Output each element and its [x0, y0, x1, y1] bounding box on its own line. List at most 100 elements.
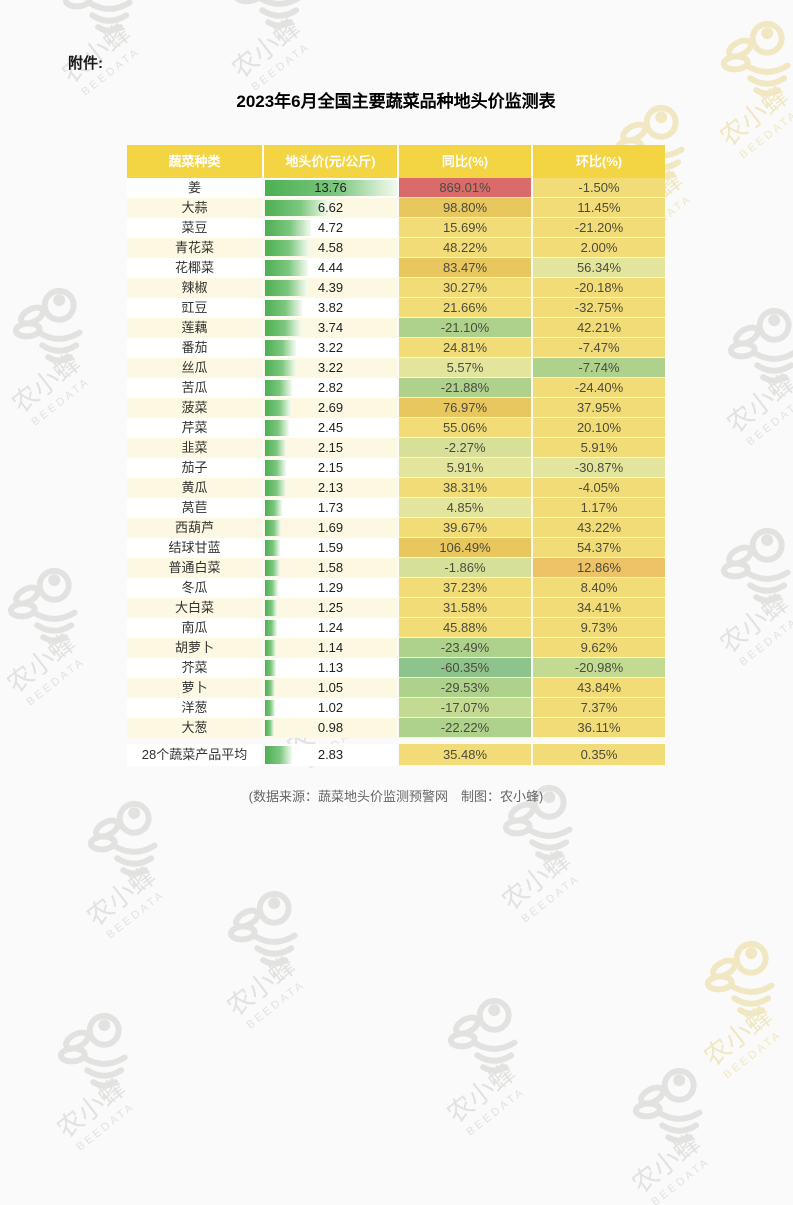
yoy-cell: -23.49% — [397, 638, 531, 658]
price-cell: 1.14 — [262, 638, 397, 658]
watermark-name: 农小蜂 — [714, 80, 793, 152]
watermark-name: 农小蜂 — [698, 1000, 778, 1072]
price-cell: 3.22 — [262, 338, 397, 358]
watermark-name: 农小蜂 — [496, 844, 576, 916]
price-cell: 3.22 — [262, 358, 397, 378]
price-cell: 4.44 — [262, 258, 397, 278]
vegetable-name-cell: 冬瓜 — [127, 578, 262, 598]
price-data-bar — [265, 520, 282, 536]
table-row: 大白菜 1.25 31.58% 34.41% — [127, 598, 665, 618]
mom-cell: 20.10% — [531, 418, 665, 438]
price-cell: 1.73 — [262, 498, 397, 518]
watermark-brand: BEEDATA — [29, 375, 92, 425]
table-row: 大蒜 6.62 98.80% 11.45% — [127, 198, 665, 218]
price-data-bar — [265, 680, 276, 696]
price-cell: 3.74 — [262, 318, 397, 338]
price-data-bar — [265, 320, 302, 336]
price-cell: 2.13 — [262, 478, 397, 498]
yoy-cell: -21.10% — [397, 318, 531, 338]
price-value: 4.39 — [317, 280, 344, 295]
price-data-bar — [265, 560, 281, 576]
vegetable-name-cell: 苦瓜 — [127, 378, 262, 398]
price-value: 1.24 — [317, 620, 344, 635]
watermark-brand: BEEDATA — [464, 1085, 527, 1135]
price-data-bar — [265, 400, 291, 416]
mom-cell: 9.73% — [531, 618, 665, 638]
yoy-cell: 55.06% — [397, 418, 531, 438]
price-value: 2.13 — [317, 480, 344, 495]
price-data-bar — [265, 480, 286, 496]
vegetable-name-cell: 南瓜 — [127, 618, 262, 638]
vegetable-name-cell: 大葱 — [127, 718, 262, 738]
mom-cell: 12.86% — [531, 558, 665, 578]
price-cell: 2.83 — [262, 744, 397, 766]
table-row: 洋葱 1.02 -17.07% 7.37% — [127, 698, 665, 718]
price-cell: 1.58 — [262, 558, 397, 578]
price-data-bar — [265, 500, 282, 516]
table-row: 普通白菜 1.58 -1.86% 12.86% — [127, 558, 665, 578]
price-data-bar — [265, 460, 286, 476]
watermark-name: 农小蜂 — [1, 627, 81, 699]
price-data-bar — [265, 220, 311, 236]
yoy-cell: 5.57% — [397, 358, 531, 378]
mom-cell: 11.45% — [531, 198, 665, 218]
price-value: 3.22 — [317, 360, 344, 375]
mom-cell: -24.40% — [531, 378, 665, 398]
watermark-name: 农小蜂 — [81, 860, 161, 932]
table-row: 辣椒 4.39 30.27% -20.18% — [127, 278, 665, 298]
yoy-cell: 35.48% — [397, 744, 531, 766]
price-data-bar — [265, 700, 275, 716]
price-data-bar — [265, 620, 277, 636]
price-data-bar — [265, 440, 286, 456]
price-value: 6.62 — [317, 200, 344, 215]
yoy-cell: 5.91% — [397, 458, 531, 478]
mom-cell: 43.84% — [531, 678, 665, 698]
vegetable-name-cell: 28个蔬菜产品平均 — [127, 744, 262, 766]
data-source-caption: (数据来源：蔬菜地头价监测预警网 制图：农小蜂) — [248, 789, 544, 804]
vegetable-name-cell: 丝瓜 — [127, 358, 262, 378]
yoy-cell: 45.88% — [397, 618, 531, 638]
vegetable-name-cell: 辣椒 — [127, 278, 262, 298]
watermark-brand: BEEDATA — [649, 1155, 712, 1205]
table-row: 菜豆 4.72 15.69% -21.20% — [127, 218, 665, 238]
table-row: 萝卜 1.05 -29.53% 43.84% — [127, 678, 665, 698]
price-cell: 0.98 — [262, 718, 397, 738]
table-row: 苦瓜 2.82 -21.88% -24.40% — [127, 378, 665, 398]
price-value: 3.74 — [317, 320, 344, 335]
table-row: 南瓜 1.24 45.88% 9.73% — [127, 618, 665, 638]
yoy-cell: 21.66% — [397, 298, 531, 318]
vegetable-name-cell: 洋葱 — [127, 698, 262, 718]
price-data-bar — [265, 180, 397, 196]
vegetable-name-cell: 西葫芦 — [127, 518, 262, 538]
mom-cell: -32.75% — [531, 298, 665, 318]
watermark-brand: BEEDATA — [721, 1028, 784, 1078]
table-header-row: 蔬菜种类 地头价(元/公斤) 同比(%) 环比(%) — [127, 145, 665, 178]
price-cell: 2.82 — [262, 378, 397, 398]
price-data-bar — [265, 300, 302, 316]
price-data-bar — [265, 260, 308, 276]
column-header-3: 环比(%) — [531, 145, 665, 178]
mom-cell: -20.18% — [531, 278, 665, 298]
mom-cell: -4.05% — [531, 478, 665, 498]
table-row: 茄子 2.15 5.91% -30.87% — [127, 458, 665, 478]
price-data-bar — [265, 746, 293, 764]
price-value: 2.69 — [317, 400, 344, 415]
watermark-name: 农小蜂 — [626, 1127, 706, 1199]
price-cell: 2.69 — [262, 398, 397, 418]
vegetable-name-cell: 菜豆 — [127, 218, 262, 238]
yoy-cell: -21.88% — [397, 378, 531, 398]
table-row: 丝瓜 3.22 5.57% -7.74% — [127, 358, 665, 378]
price-data-bar — [265, 240, 310, 256]
watermark-brand: BEEDATA — [104, 888, 167, 938]
watermark-name: 农小蜂 — [6, 347, 86, 419]
table-row: 芥菜 1.13 -60.35% -20.98% — [127, 658, 665, 678]
price-value: 1.25 — [317, 600, 344, 615]
price-cell: 2.45 — [262, 418, 397, 438]
price-value: 1.59 — [317, 540, 344, 555]
